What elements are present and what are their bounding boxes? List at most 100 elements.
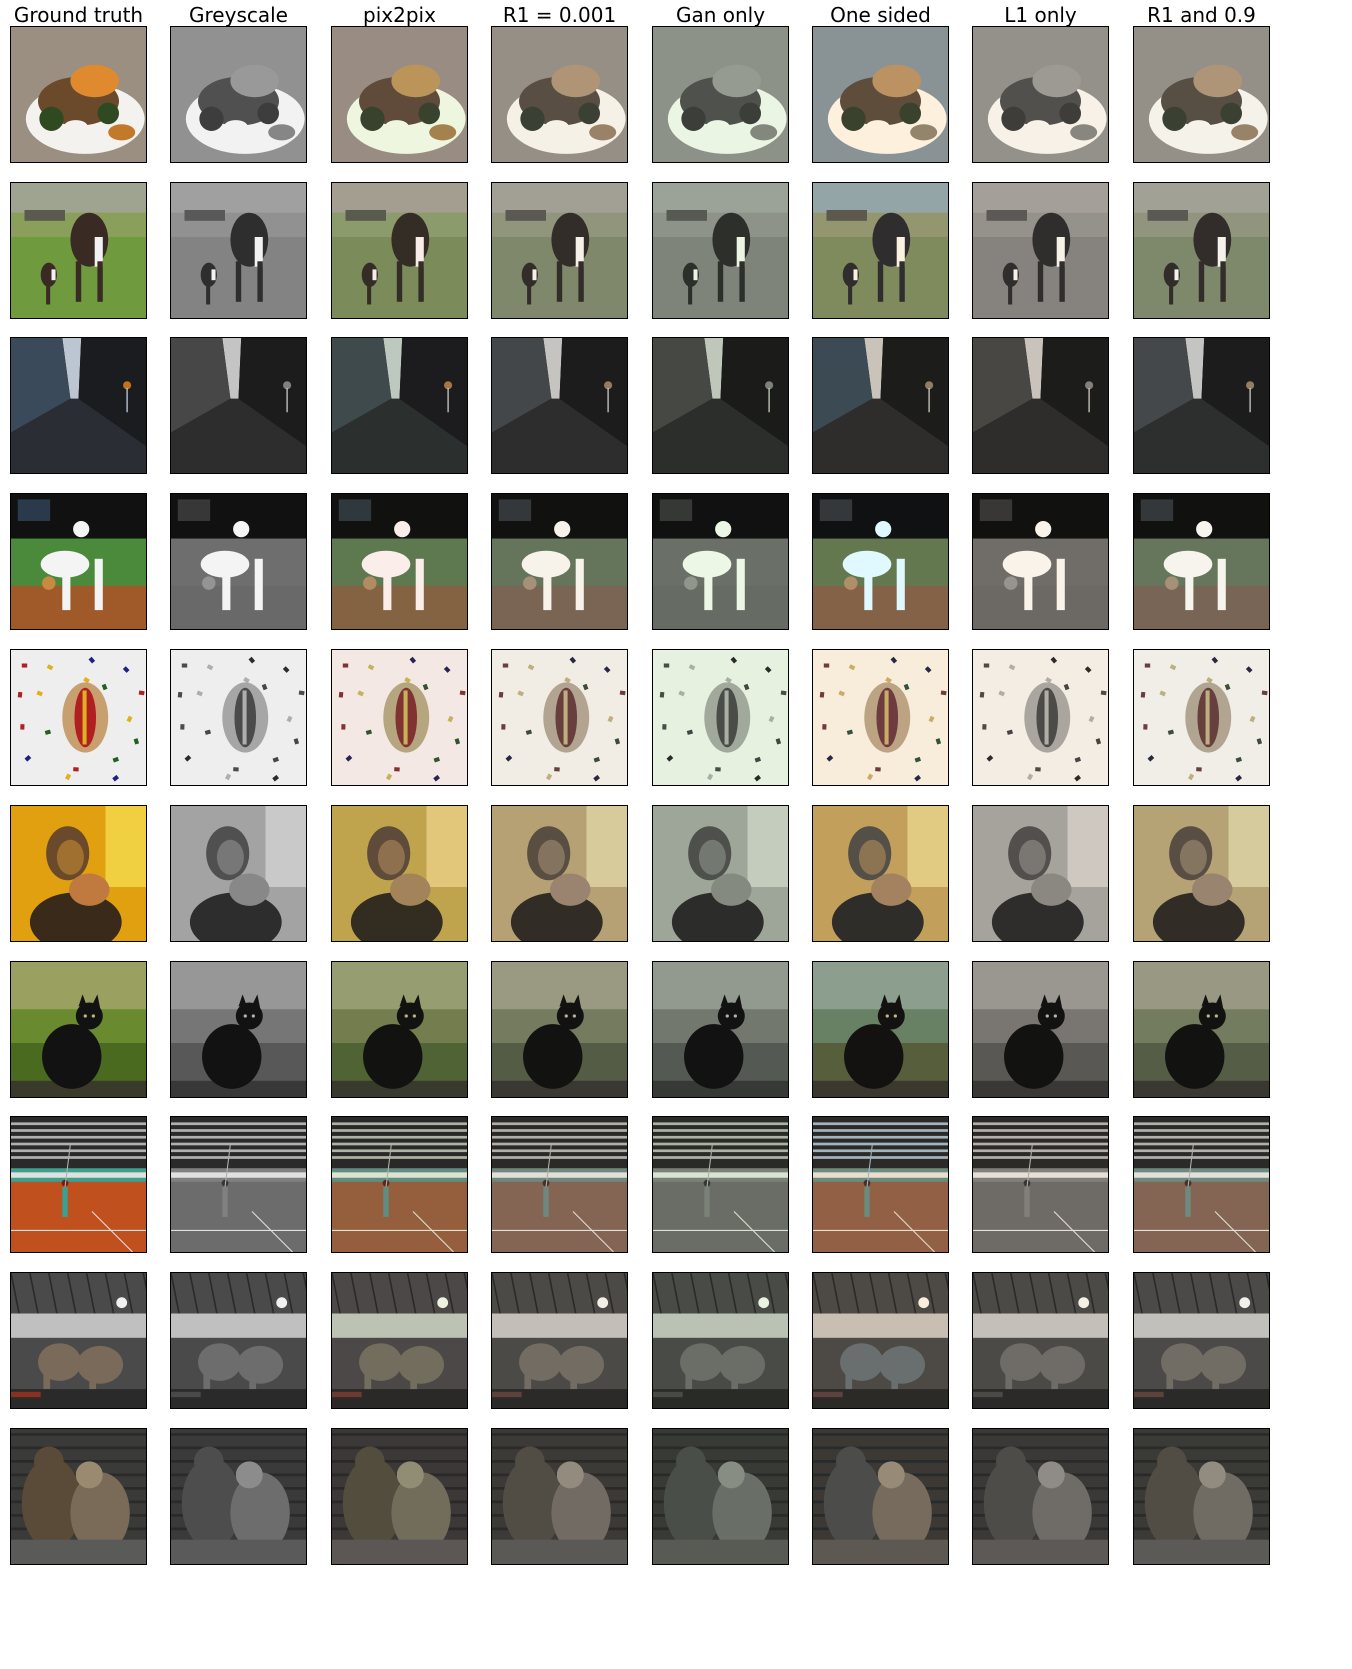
city-street-picture bbox=[332, 338, 467, 473]
image-baseball-fielder-gt bbox=[10, 493, 147, 630]
image-bears-water-gan bbox=[652, 1428, 789, 1565]
person-eating-picture bbox=[813, 806, 948, 941]
image-confetti-hotdog-r19 bbox=[1133, 649, 1270, 786]
baseball-fielder-picture bbox=[332, 494, 467, 629]
image-black-cat-grass-gt bbox=[10, 961, 147, 1098]
image-bears-water-r1 bbox=[491, 1428, 628, 1565]
image-food-plate-l1 bbox=[972, 26, 1109, 163]
food-plate-picture bbox=[332, 27, 467, 162]
baseball-fielder-picture bbox=[171, 494, 306, 629]
image-black-cat-grass-one bbox=[812, 961, 949, 1098]
image-person-eating-one bbox=[812, 805, 949, 942]
image-cows-field-l1 bbox=[972, 182, 1109, 319]
image-food-plate-r19 bbox=[1133, 26, 1270, 163]
bears-water-picture bbox=[653, 1429, 788, 1564]
image-food-plate-r1 bbox=[491, 26, 628, 163]
cows-field-picture bbox=[813, 183, 948, 318]
image-confetti-hotdog-gan bbox=[652, 649, 789, 786]
person-eating-picture bbox=[1134, 806, 1269, 941]
elephants-arena-picture bbox=[973, 1273, 1108, 1408]
image-person-eating-gt bbox=[10, 805, 147, 942]
image-city-street-gan bbox=[652, 337, 789, 474]
image-person-eating-grey bbox=[170, 805, 307, 942]
food-plate-picture bbox=[492, 27, 627, 162]
image-city-street-grey bbox=[170, 337, 307, 474]
image-bears-water-one bbox=[812, 1428, 949, 1565]
food-plate-picture bbox=[973, 27, 1108, 162]
image-person-eating-r19 bbox=[1133, 805, 1270, 942]
person-eating-picture bbox=[171, 806, 306, 941]
bears-water-picture bbox=[492, 1429, 627, 1564]
elephants-arena-picture bbox=[492, 1273, 627, 1408]
column-title-p2p: pix2pix bbox=[363, 3, 436, 27]
elephants-arena-picture bbox=[653, 1273, 788, 1408]
image-black-cat-grass-r19 bbox=[1133, 961, 1270, 1098]
image-cows-field-gan bbox=[652, 182, 789, 319]
baseball-fielder-picture bbox=[973, 494, 1108, 629]
bears-water-picture bbox=[1134, 1429, 1269, 1564]
cows-field-picture bbox=[492, 183, 627, 318]
person-eating-picture bbox=[11, 806, 146, 941]
tennis-player-picture bbox=[973, 1117, 1108, 1252]
image-elephants-arena-l1 bbox=[972, 1272, 1109, 1409]
city-street-picture bbox=[492, 338, 627, 473]
city-street-picture bbox=[973, 338, 1108, 473]
bears-water-picture bbox=[813, 1429, 948, 1564]
image-tennis-player-gan bbox=[652, 1116, 789, 1253]
tennis-player-picture bbox=[1134, 1117, 1269, 1252]
image-cows-field-grey bbox=[170, 182, 307, 319]
column-title-gan: Gan only bbox=[675, 3, 766, 27]
image-food-plate-one bbox=[812, 26, 949, 163]
image-city-street-p2p bbox=[331, 337, 468, 474]
cows-field-picture bbox=[11, 183, 146, 318]
black-cat-grass-picture bbox=[653, 962, 788, 1097]
image-person-eating-r1 bbox=[491, 805, 628, 942]
image-confetti-hotdog-gt bbox=[10, 649, 147, 786]
image-elephants-arena-one bbox=[812, 1272, 949, 1409]
bears-water-picture bbox=[171, 1429, 306, 1564]
image-city-street-one bbox=[812, 337, 949, 474]
confetti-hotdog-picture bbox=[813, 650, 948, 785]
image-elephants-arena-grey bbox=[170, 1272, 307, 1409]
confetti-hotdog-picture bbox=[1134, 650, 1269, 785]
food-plate-picture bbox=[653, 27, 788, 162]
black-cat-grass-picture bbox=[492, 962, 627, 1097]
cows-field-picture bbox=[171, 183, 306, 318]
column-title-one: One sided bbox=[830, 3, 931, 27]
baseball-fielder-picture bbox=[11, 494, 146, 629]
image-baseball-fielder-r1 bbox=[491, 493, 628, 630]
image-city-street-l1 bbox=[972, 337, 1109, 474]
image-tennis-player-p2p bbox=[331, 1116, 468, 1253]
column-title-gt: Ground truth bbox=[13, 3, 144, 27]
elephants-arena-picture bbox=[171, 1273, 306, 1408]
image-baseball-fielder-r19 bbox=[1133, 493, 1270, 630]
image-confetti-hotdog-p2p bbox=[331, 649, 468, 786]
image-city-street-gt bbox=[10, 337, 147, 474]
black-cat-grass-picture bbox=[332, 962, 467, 1097]
black-cat-grass-picture bbox=[11, 962, 146, 1097]
image-city-street-r19 bbox=[1133, 337, 1270, 474]
tennis-player-picture bbox=[813, 1117, 948, 1252]
image-baseball-fielder-grey bbox=[170, 493, 307, 630]
tennis-player-picture bbox=[332, 1117, 467, 1252]
image-black-cat-grass-p2p bbox=[331, 961, 468, 1098]
column-title-grey: Greyscale bbox=[189, 3, 288, 27]
person-eating-picture bbox=[653, 806, 788, 941]
image-elephants-arena-r19 bbox=[1133, 1272, 1270, 1409]
image-tennis-player-l1 bbox=[972, 1116, 1109, 1253]
image-confetti-hotdog-r1 bbox=[491, 649, 628, 786]
image-black-cat-grass-r1 bbox=[491, 961, 628, 1098]
image-food-plate-p2p bbox=[331, 26, 468, 163]
image-cows-field-p2p bbox=[331, 182, 468, 319]
cows-field-picture bbox=[973, 183, 1108, 318]
image-person-eating-l1 bbox=[972, 805, 1109, 942]
image-city-street-r1 bbox=[491, 337, 628, 474]
image-confetti-hotdog-l1 bbox=[972, 649, 1109, 786]
image-baseball-fielder-l1 bbox=[972, 493, 1109, 630]
black-cat-grass-picture bbox=[973, 962, 1108, 1097]
cows-field-picture bbox=[653, 183, 788, 318]
image-cows-field-r1 bbox=[491, 182, 628, 319]
image-bears-water-l1 bbox=[972, 1428, 1109, 1565]
image-tennis-player-one bbox=[812, 1116, 949, 1253]
city-street-picture bbox=[171, 338, 306, 473]
